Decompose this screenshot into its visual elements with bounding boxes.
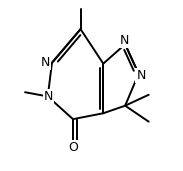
Text: N: N [137, 69, 146, 82]
Text: N: N [120, 34, 129, 47]
Text: N: N [44, 90, 53, 103]
Text: N: N [41, 56, 50, 69]
Text: O: O [68, 141, 78, 154]
